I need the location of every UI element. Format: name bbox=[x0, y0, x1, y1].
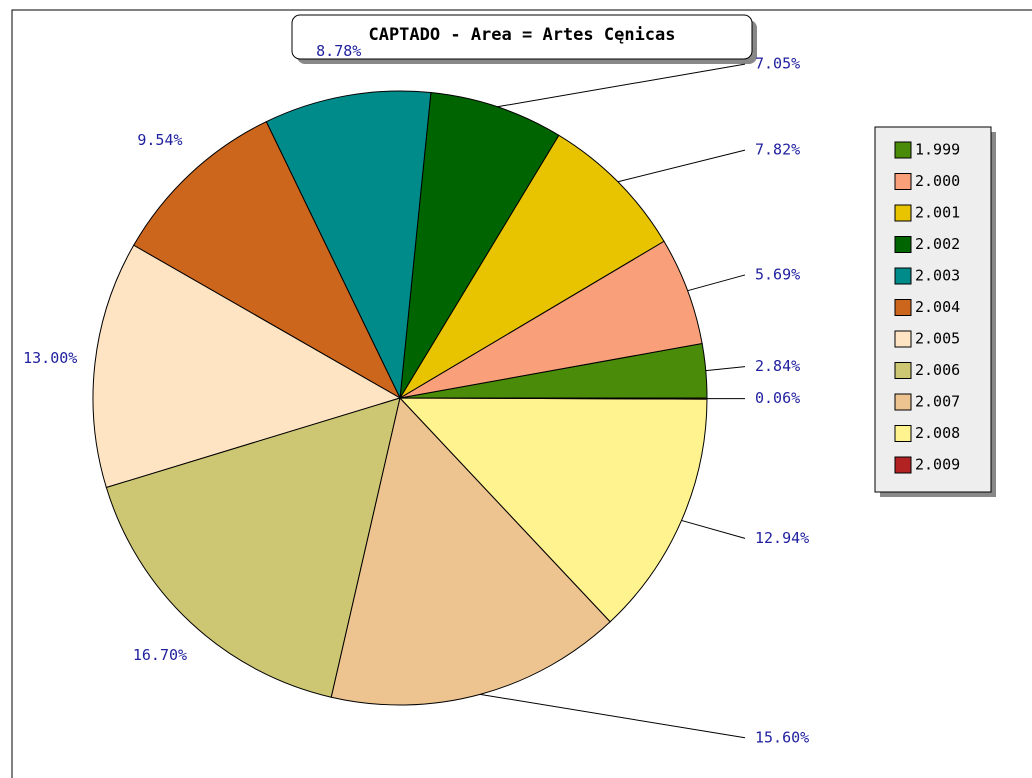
legend-swatch bbox=[894, 173, 912, 190]
legend-label: 2.001 bbox=[915, 204, 960, 222]
legend-label: 2.003 bbox=[915, 267, 960, 285]
legend-swatch bbox=[894, 362, 912, 379]
legend-swatch bbox=[894, 425, 912, 442]
data-label: 0.06% bbox=[755, 389, 800, 407]
data-label: 12.94% bbox=[755, 529, 809, 547]
legend-box bbox=[874, 126, 992, 493]
legend-swatch bbox=[894, 267, 912, 285]
legend-swatch bbox=[894, 456, 912, 474]
leader-line bbox=[687, 274, 746, 292]
legend-label: 2.009 bbox=[915, 456, 960, 474]
pie-slice bbox=[330, 396, 611, 706]
pie-slice bbox=[265, 90, 432, 400]
data-label: 16.70% bbox=[133, 646, 187, 664]
data-label: 8.78% bbox=[316, 42, 361, 60]
legend-label: 1.999 bbox=[915, 141, 960, 159]
title-box bbox=[291, 14, 753, 60]
legend-swatch bbox=[894, 204, 912, 222]
legend-swatch bbox=[894, 393, 912, 411]
legend-label: 2.004 bbox=[915, 298, 960, 316]
legend-swatch bbox=[894, 141, 912, 159]
leader-line bbox=[705, 366, 746, 372]
data-label: 7.82% bbox=[755, 141, 800, 159]
legend-swatch bbox=[894, 330, 912, 348]
data-label: 13.00% bbox=[23, 349, 77, 367]
pie-slice bbox=[105, 397, 401, 698]
legend-label: 2.008 bbox=[915, 424, 960, 442]
legend-label: 2.007 bbox=[915, 393, 960, 411]
leader-line bbox=[497, 63, 746, 108]
data-label: 15.60% bbox=[755, 728, 809, 746]
data-label: 7.05% bbox=[755, 55, 800, 73]
legend-label: 2.006 bbox=[915, 361, 960, 379]
legend-label: 2.005 bbox=[915, 330, 960, 348]
pie-slice bbox=[399, 134, 665, 399]
leader-line bbox=[480, 693, 746, 739]
legend-swatch bbox=[894, 299, 912, 316]
data-label: 2.84% bbox=[755, 357, 800, 375]
legend-swatch bbox=[894, 236, 912, 253]
data-label: 9.54% bbox=[137, 131, 182, 149]
leader-line bbox=[617, 149, 746, 183]
data-label: 5.69% bbox=[755, 265, 800, 283]
pie-slice bbox=[133, 120, 402, 400]
chart-title: CAPTADO - Area = Artes Cęnicas bbox=[368, 25, 675, 45]
legend-label: 2.000 bbox=[915, 172, 960, 190]
legend bbox=[874, 126, 996, 497]
legend-label: 2.002 bbox=[915, 235, 960, 253]
pie-slice bbox=[92, 244, 402, 489]
leader-line bbox=[681, 519, 746, 539]
pie-slice bbox=[399, 92, 560, 399]
